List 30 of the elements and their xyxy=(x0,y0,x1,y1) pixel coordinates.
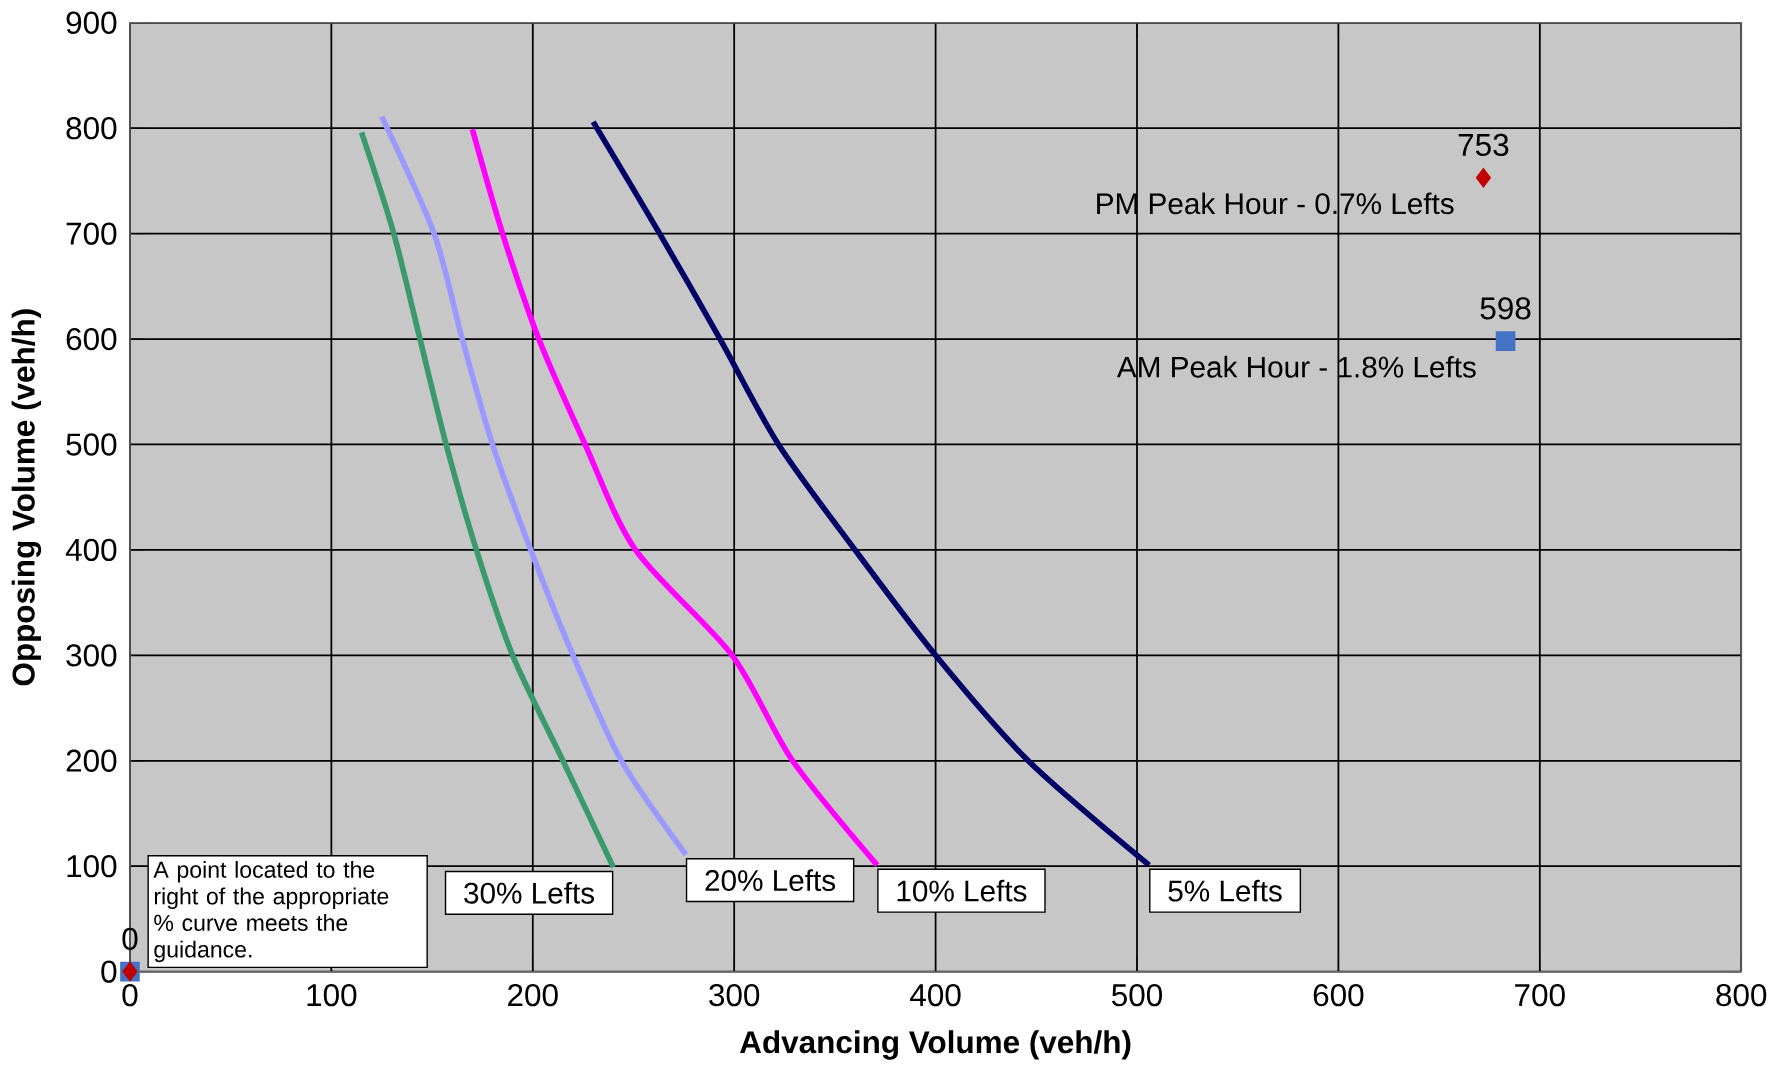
data-label: 753 xyxy=(1458,133,1509,157)
y-tick-label: 700 xyxy=(66,222,117,245)
y-tick-label: 100 xyxy=(67,855,117,878)
y-tick-label: 600 xyxy=(66,327,117,351)
x-tick-label: 200 xyxy=(508,983,558,1007)
y-tick-label: 300 xyxy=(66,644,117,667)
y-tick-label: 900 xyxy=(66,11,117,34)
x-tick-label: 100 xyxy=(307,983,357,1007)
series-label: 5% Lefts xyxy=(1168,879,1282,902)
series-label: 30% Lefts xyxy=(464,881,595,904)
y-tick-label: 200 xyxy=(66,749,117,772)
point xyxy=(1475,167,1491,188)
y-tick-label: 400 xyxy=(65,538,117,562)
point xyxy=(1495,331,1516,351)
x-tick-label: 500 xyxy=(1112,983,1163,1007)
x-tick-label: 700 xyxy=(1515,983,1565,1007)
y-tick-label: 500 xyxy=(66,433,117,456)
x-tick-label: 300 xyxy=(709,983,760,1007)
x-tick-label: 800 xyxy=(1716,983,1767,1007)
x-tick-label: 0 xyxy=(122,983,138,1007)
x-axis-title: Advancing Volume (veh/h) xyxy=(739,1030,1131,1060)
x-tick-label: 400 xyxy=(910,983,961,1007)
annotation: A point located to the right of the appropriate % curve meets the guidance. xyxy=(153,860,389,963)
series-label: 20% Lefts xyxy=(705,869,836,892)
x-tick-label: 600 xyxy=(1313,983,1364,1007)
y-tick-label: 0 xyxy=(101,960,117,983)
data-label: 598 xyxy=(1480,297,1531,320)
y-axis-title: Opposing Volume (veh/h) xyxy=(11,309,42,686)
series-label: 10% Lefts xyxy=(897,879,1027,902)
y-tick-label: 800 xyxy=(66,117,117,140)
